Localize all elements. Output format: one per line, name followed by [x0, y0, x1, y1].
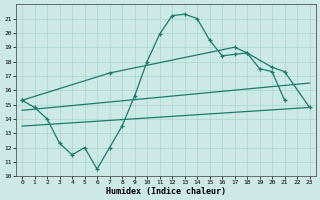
- X-axis label: Humidex (Indice chaleur): Humidex (Indice chaleur): [106, 187, 226, 196]
